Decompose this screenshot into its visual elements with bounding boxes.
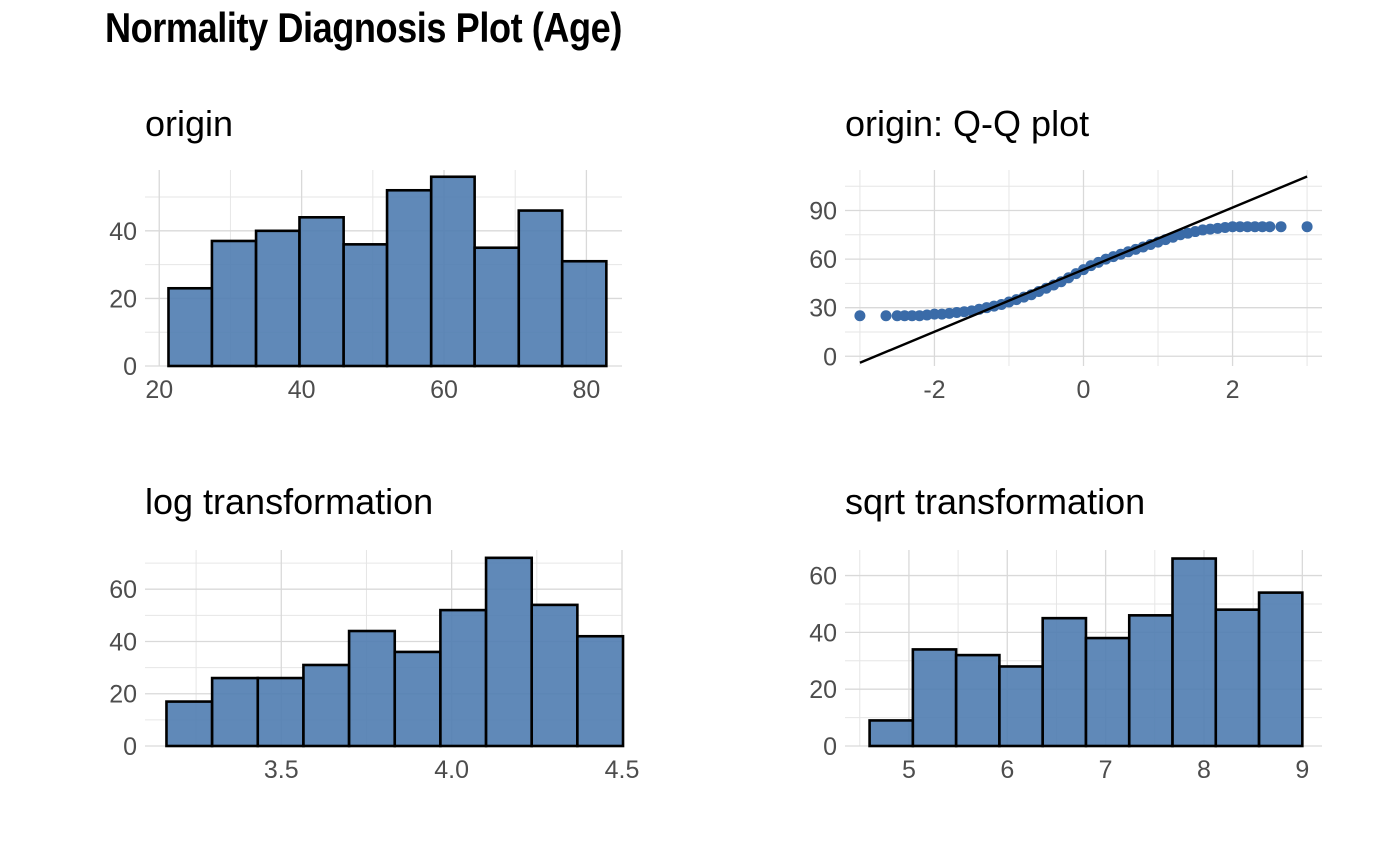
histogram-bar <box>576 634 625 748</box>
histogram-bar <box>1171 557 1218 748</box>
y-tick-label: 90 <box>809 197 837 225</box>
histogram-bar <box>1257 591 1304 748</box>
histogram-bar <box>393 650 442 748</box>
histogram-bar <box>256 676 305 748</box>
x-tick-label: 3.5 <box>264 756 299 784</box>
y-tick-label: 40 <box>109 628 137 656</box>
y-tick-label: 20 <box>809 676 837 704</box>
x-tick-label: 4.0 <box>434 756 469 784</box>
x-tick-label: 4.5 <box>605 756 640 784</box>
histogram-bar <box>429 175 476 368</box>
qq-point <box>1264 221 1276 233</box>
panel-log: log transformation 3.5 4.0 4.5 0 20 40 60 <box>109 481 639 784</box>
histogram-bar <box>1214 608 1261 748</box>
y-tick-label: 40 <box>109 218 137 246</box>
histogram-bar <box>998 665 1044 748</box>
y-tick-label: 20 <box>109 285 137 313</box>
histogram-bar <box>347 629 397 748</box>
y-tick-label: 0 <box>123 353 137 381</box>
panel-title: log transformation <box>145 481 433 522</box>
qq-point <box>854 310 866 322</box>
panel-title: origin: Q-Q plot <box>845 103 1089 144</box>
panel-sqrt: sqrt transformation 5 6 7 8 9 0 20 40 60 <box>809 481 1322 784</box>
histogram-bar <box>210 676 260 748</box>
x-tick-label: 7 <box>1099 756 1113 784</box>
qq-point <box>880 310 892 322</box>
panel-title: sqrt transformation <box>845 481 1145 522</box>
x-tick-label: 80 <box>572 376 600 404</box>
histogram-bar <box>165 700 214 748</box>
histogram-bar <box>530 603 579 748</box>
x-tick-label: 20 <box>145 376 173 404</box>
y-tick-label: 60 <box>109 576 137 604</box>
histogram-bar <box>911 648 958 748</box>
y-tick-label: 0 <box>823 733 837 761</box>
histogram-bar <box>1084 636 1131 748</box>
x-tick-label: 6 <box>1000 756 1014 784</box>
histogram-bar <box>298 216 345 368</box>
histogram-bar <box>167 286 214 368</box>
x-tick-label: 9 <box>1295 756 1309 784</box>
x-tick-label: 8 <box>1197 756 1211 784</box>
y-tick-label: 60 <box>809 563 837 591</box>
page-title: Normality Diagnosis Plot (Age) <box>105 4 622 51</box>
histogram-bar <box>1127 614 1174 748</box>
y-tick-label: 60 <box>809 246 837 274</box>
x-tick-label: 40 <box>288 376 316 404</box>
qq-point <box>1275 221 1287 233</box>
x-tick-label: 0 <box>1077 376 1091 404</box>
histogram-bar <box>210 239 258 368</box>
histogram-bar <box>954 653 1001 748</box>
histogram-bar <box>473 246 521 368</box>
histogram-bar <box>1041 616 1088 748</box>
y-tick-label: 0 <box>123 733 137 761</box>
x-tick-label: 2 <box>1226 376 1240 404</box>
panel-origin: origin 20 40 60 80 0 20 40 <box>109 103 622 404</box>
histogram-bar <box>254 229 301 368</box>
panel-title: origin <box>145 103 233 144</box>
panel-qq: origin: Q-Q plot -2 0 2 0 30 60 90 <box>809 103 1322 404</box>
y-tick-label: 0 <box>823 343 837 371</box>
y-tick-label: 20 <box>109 681 137 709</box>
histogram-bar <box>517 209 564 368</box>
qq-point <box>1301 221 1313 233</box>
y-tick-label: 30 <box>809 295 837 323</box>
x-tick-label: 60 <box>430 376 458 404</box>
histogram-bar <box>868 719 915 748</box>
histogram-bar <box>385 188 433 368</box>
x-tick-label: 5 <box>902 756 916 784</box>
x-tick-label: -2 <box>923 376 945 404</box>
qq-reference-line <box>859 175 1308 364</box>
histogram-bar <box>342 243 389 368</box>
histogram-bar <box>439 608 488 748</box>
histogram-bar <box>484 556 534 748</box>
y-tick-label: 40 <box>809 619 837 647</box>
histogram-bar <box>560 259 608 368</box>
histogram-bar <box>302 663 351 748</box>
